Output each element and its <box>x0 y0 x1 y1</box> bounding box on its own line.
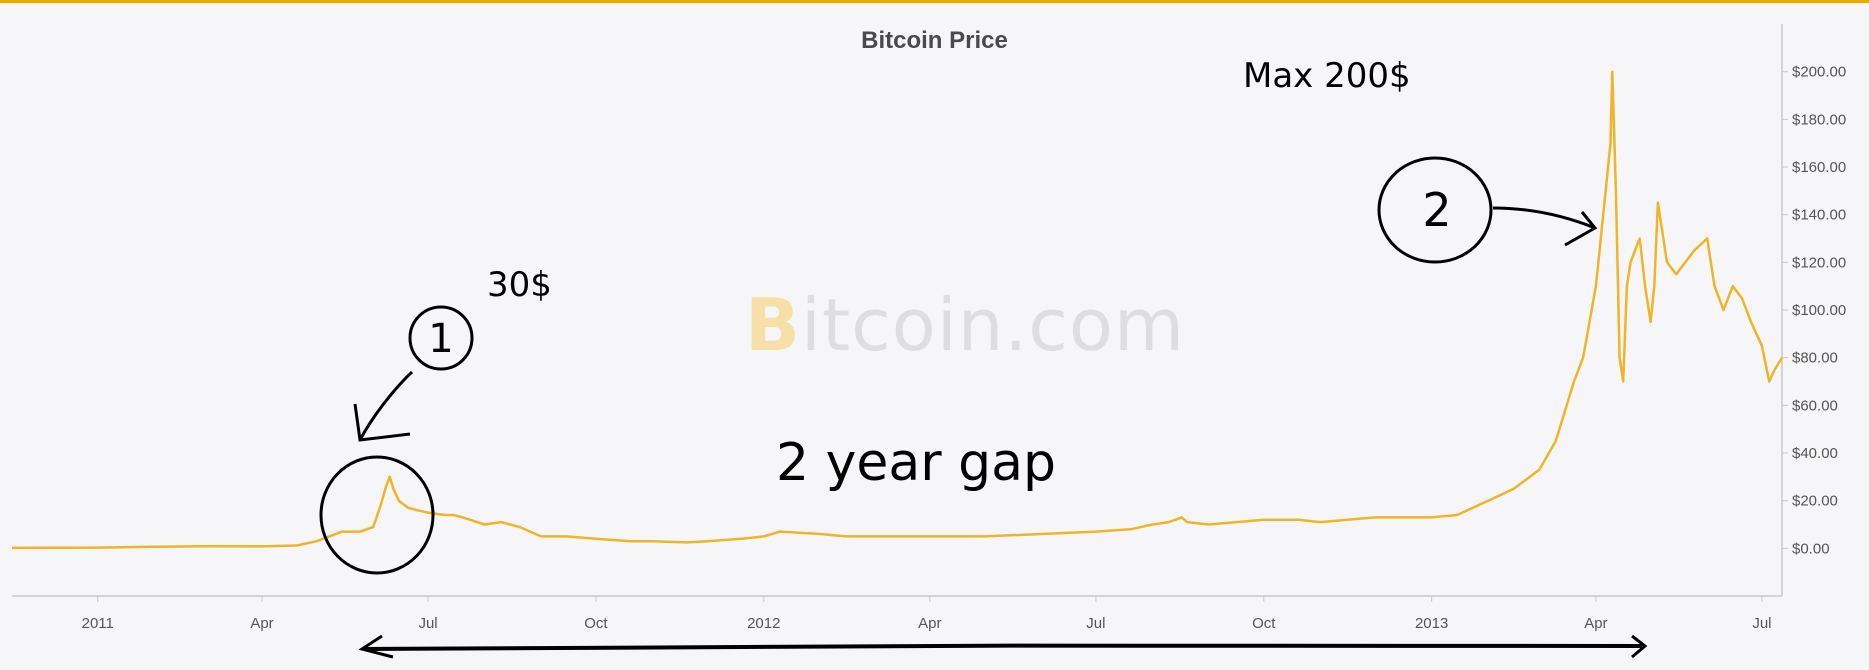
x-tick-label: Apr <box>918 615 941 632</box>
annotation-circle-2: 2 <box>1377 156 1493 264</box>
x-tick-label: Apr <box>1584 615 1607 632</box>
chart-title: Bitcoin Price <box>861 27 1008 54</box>
y-tick-label: $40.00 <box>1792 445 1838 462</box>
annotation-circle-1: 1 <box>408 305 474 371</box>
annotation-30-label: 30$ <box>487 265 552 305</box>
gap-arrow-right-head <box>1631 634 1648 659</box>
x-tick-label: Oct <box>584 615 608 632</box>
chart-axes: $0.00 $20.00 $40.00 $60.00 $80.00 $100.00 $120… <box>12 24 1846 632</box>
annotation-max-label: Max 200$ <box>1243 56 1411 96</box>
y-tick-label: $160.00 <box>1792 159 1846 176</box>
circle-1-outline <box>408 305 474 371</box>
y-tick-label: $120.00 <box>1792 254 1846 271</box>
x-tick-label: Jul <box>1086 615 1105 632</box>
circle-2-outline <box>1377 156 1493 264</box>
x-tick-label: Jul <box>1752 615 1771 632</box>
hand-drawn-annotations: 1 2 <box>319 156 1648 659</box>
annotation-gap-label: 2 year gap <box>776 433 1057 493</box>
y-tick-label: $60.00 <box>1792 397 1838 414</box>
watermark-text: itcoin.com <box>800 283 1186 367</box>
y-tick-label: $100.00 <box>1792 302 1846 319</box>
y-tick-label: $20.00 <box>1792 493 1838 510</box>
x-tick-label: Apr <box>250 615 273 632</box>
x-tick-label: 2012 <box>747 615 780 632</box>
annotation-gap-arrow <box>358 634 1648 659</box>
annotation-arrow-to-peak <box>1492 206 1598 247</box>
annotation-arrow-to-spike <box>353 370 414 442</box>
x-tick-label: Oct <box>1252 615 1276 632</box>
y-tick-label: $80.00 <box>1792 350 1838 367</box>
gap-arrow-shaft <box>364 643 1643 651</box>
price-line <box>11 70 1784 550</box>
arrow-2-head <box>1564 211 1598 247</box>
arrow-1-head <box>353 403 411 442</box>
y-tick-label: $180.00 <box>1792 111 1846 128</box>
annotation-spike-circle <box>319 455 435 575</box>
arrow-2-shaft <box>1492 206 1596 230</box>
bitcoin-com-watermark: Bitcoin.com <box>745 283 1185 367</box>
x-tick-label: Jul <box>418 615 437 632</box>
circle-1-label: 1 <box>428 316 453 362</box>
circle-2-label: 2 <box>1422 183 1451 237</box>
x-tick-label: 2013 <box>1415 615 1448 632</box>
gap-arrow-left-head <box>358 634 394 659</box>
x-tick-label: 2011 <box>82 615 114 632</box>
chart-series <box>11 70 1784 550</box>
accent-top-bar <box>0 0 1869 3</box>
arrow-1-shaft <box>358 370 414 441</box>
watermark-bitcoin-glyph: B <box>745 283 801 367</box>
y-tick-label: $0.00 <box>1792 540 1830 557</box>
y-tick-label: $200.00 <box>1792 64 1846 81</box>
y-tick-label: $140.00 <box>1792 207 1846 224</box>
